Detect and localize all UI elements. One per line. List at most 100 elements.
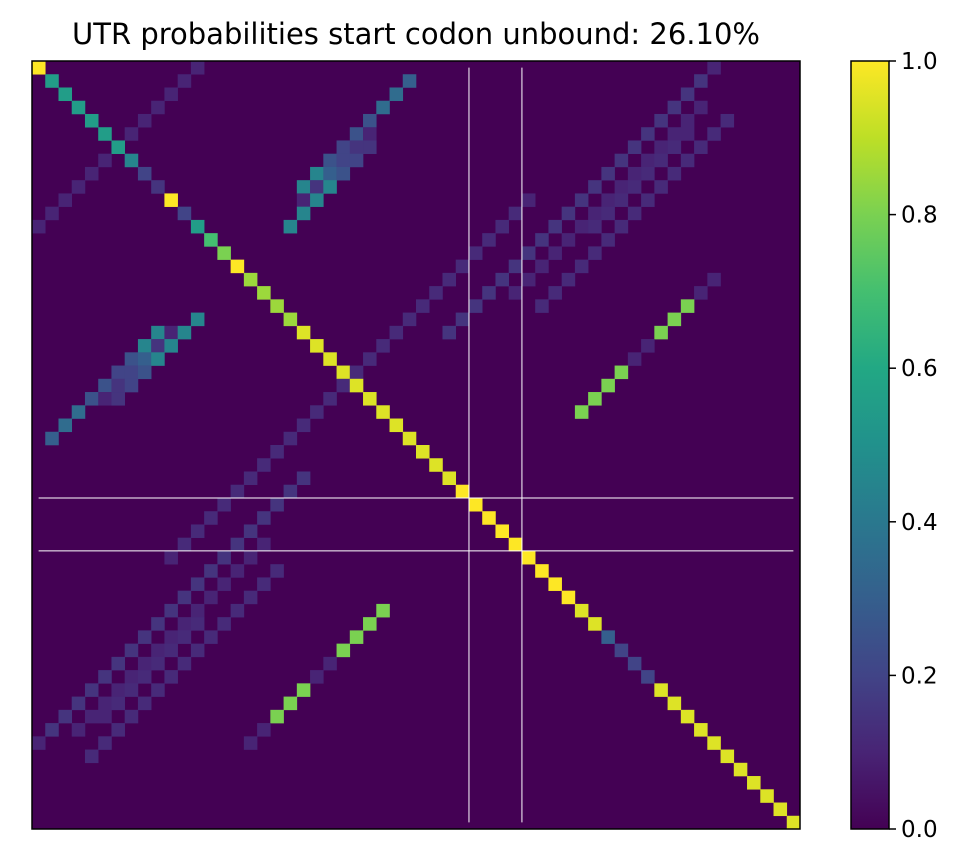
heatmap-cell [177,325,192,340]
heatmap-cell [535,259,549,274]
heatmap-cell [641,339,655,353]
heatmap-cell [137,696,152,711]
heatmap-cell [310,405,324,419]
heatmap-cell [747,776,761,790]
heatmap-cell [455,484,470,499]
heatmap-cell [243,550,258,565]
heatmap-cell [283,484,298,499]
heatmap-cell [694,100,708,115]
heatmap-cell [164,339,178,353]
heatmap-cell [124,709,139,724]
heatmap-cell [111,656,125,671]
heatmap-cell [230,564,245,578]
colorbar-tick-label: 0.8 [901,203,938,229]
heatmap-cell [468,299,483,313]
heatmap-cell [190,61,205,75]
heatmap-cell [283,431,298,446]
heatmap-cell [363,127,377,141]
heatmap-cell [84,709,99,724]
heatmap-cell [521,272,536,287]
heatmap-cell [243,736,258,750]
heatmap-cell [124,670,139,684]
heatmap-cell [98,696,112,711]
heatmap-cell [190,643,205,658]
heatmap-cell [667,696,682,711]
heatmap-cell [71,696,86,711]
heatmap-cell [270,564,284,578]
heatmap-cell [124,127,139,141]
heatmap-cell [296,683,311,697]
heatmap-cell [720,113,735,128]
heatmap-cell [164,550,178,565]
heatmap-cell [137,670,152,684]
heatmap-cell [442,325,457,340]
heatmap-cell [667,166,682,181]
heatmap-cell [243,471,258,486]
heatmap-cell [363,113,377,128]
heatmap-cell [151,180,165,194]
heatmap-cell [98,127,112,141]
heatmap-cell [614,643,629,658]
heatmap-cell [190,219,205,234]
heatmap-cell [482,286,496,300]
heatmap-cell [468,246,483,260]
heatmap-cell [111,696,125,711]
heatmap-cell [124,643,139,658]
heatmap-cell [177,656,192,671]
heatmap-cell [508,286,523,300]
heatmap-cell [521,193,536,207]
heatmap-cell [151,100,165,115]
heatmap-cell [204,590,218,605]
heatmap-cell [230,537,245,552]
heatmap-cell [349,140,364,154]
heatmap-cell [614,180,629,194]
heatmap-cell [45,431,59,446]
heatmap-cell [45,723,59,737]
colorbar-frame [850,60,890,830]
heatmap-cell [548,577,562,591]
heatmap-cell [614,153,629,168]
heatmap-cell [323,180,337,194]
heatmap-cell [270,445,284,459]
marker-lines [38,67,794,823]
heatmap-cell [111,140,125,154]
heatmap-cell [654,140,668,154]
heatmap-cell [786,815,801,830]
heatmap-cell [455,259,470,274]
heatmap-cells [32,61,801,830]
heatmap-cell [574,405,589,419]
heatmap-cell [124,365,139,380]
heatmap-cell [389,418,404,433]
heatmap-cell [654,180,668,194]
colorbar-tick-label: 1.0 [901,49,938,75]
heatmap-cell [137,656,152,671]
heatmap-cell [137,352,152,366]
heatmap-cell [588,206,602,221]
heatmap-cell [164,603,178,618]
heatmap-cell [707,61,721,75]
heatmap-cell [296,206,311,221]
heatmap-cell [270,299,284,313]
heatmap-cell [363,617,377,631]
heatmap-cell [111,392,125,406]
heatmap-cell [137,166,152,181]
heatmap-cell [574,193,589,207]
heatmap-cell [614,193,629,207]
heatmap-cell [641,166,655,181]
heatmap-cell [641,193,655,207]
heatmap-cell [98,709,112,724]
heatmap-cell [508,259,523,274]
heatmap-cell [336,365,351,380]
heatmap-cell [111,683,125,697]
heatmap-cell [667,312,682,327]
heatmap-cell [561,233,576,247]
heatmap-cell [151,339,165,353]
heatmap-cell [495,219,509,234]
heatmap-cell [230,484,245,499]
heatmap-cell [376,339,390,353]
colorbar [851,61,889,829]
heatmap-cell [58,87,73,102]
heatmap-cell [257,723,271,737]
heatmap-cell [32,219,46,234]
heatmap-cell [296,180,311,194]
